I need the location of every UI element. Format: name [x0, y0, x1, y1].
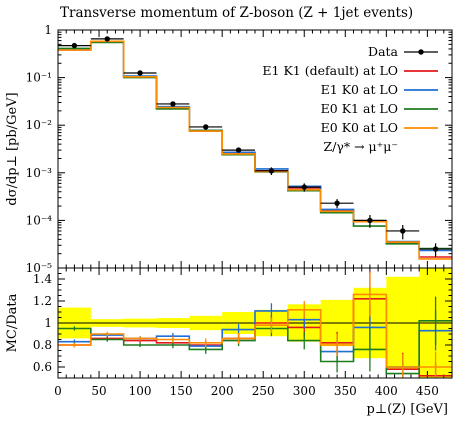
ratio-y-tick-label: 1.2: [33, 294, 52, 308]
legend-label: E1 K1 (default) at LO: [262, 63, 398, 78]
x-tick-label: 400: [375, 384, 398, 398]
legend-label: E0 K1 at LO: [321, 101, 398, 116]
y-tick-label: 10⁻¹: [26, 71, 52, 85]
data-point: [268, 168, 275, 174]
x-tick-label: 50: [91, 384, 106, 398]
ratio-y-tick-label: 0.6: [33, 360, 52, 374]
legend-label: E0 K0 at LO: [321, 120, 398, 135]
legend-process-label: Z/γ* → μ⁺μ⁻: [324, 139, 398, 154]
ratio-y-tick-label: 1: [44, 316, 52, 330]
ratio-series-line: [58, 293, 452, 368]
data-point: [137, 70, 143, 76]
ratio-series: [58, 271, 452, 378]
x-tick-labels: 0 50 100 150 200 250 300 350 400 450: [54, 384, 439, 398]
y-tick-label: 10⁻³: [26, 166, 53, 180]
ratio-y-tick-labels: 0.6 0.8 1 1.2 1.4: [33, 272, 52, 374]
x-axis-title: p⊥(Z) [GeV]: [367, 402, 448, 417]
data-point: [400, 228, 406, 234]
x-tick-label: 100: [129, 384, 152, 398]
data-points: [58, 36, 452, 258]
series-line: [58, 40, 452, 260]
x-tick-label: 200: [211, 384, 234, 398]
y-tick-label: 10⁻²: [26, 118, 53, 132]
main-y-tick-labels: 10⁻⁵ 10⁻⁴ 10⁻³ 10⁻² 10⁻¹ 1: [26, 23, 53, 275]
ratio-y-tick-label: 1.4: [33, 272, 52, 286]
data-point: [367, 217, 373, 224]
legend-label: E1 K0 at LO: [321, 82, 398, 97]
data-point: [71, 42, 78, 49]
x-tick-label: 300: [293, 384, 316, 398]
data-point: [104, 36, 110, 42]
x-tick-label: 350: [334, 384, 357, 398]
x-tick-label: 450: [416, 384, 439, 398]
main-y-axis-title: dσ/dp⊥ [pb/GeV]: [5, 92, 20, 205]
data-point: [235, 147, 242, 153]
data-point: [301, 184, 307, 190]
y-tick-label: 1: [44, 23, 52, 37]
ratio-frame: [57, 267, 453, 379]
main-series: [58, 40, 452, 260]
data-point: [432, 246, 439, 252]
x-tick-label: 150: [170, 384, 193, 398]
main-ticks: [57, 29, 452, 269]
y-tick-label: 10⁻⁵: [26, 261, 53, 275]
data-point: [203, 124, 209, 130]
legend-data-marker: [418, 49, 424, 55]
legend-label: Data: [368, 44, 398, 59]
x-tick-label: 0: [54, 384, 62, 398]
x-tick-label: 250: [252, 384, 275, 398]
chart-title: Transverse momentum of Z-boson (Z + 1jet…: [60, 5, 413, 21]
ratio-y-tick-label: 0.8: [33, 338, 52, 352]
data-point: [334, 200, 340, 206]
data-point: [170, 101, 176, 107]
y-tick-label: 10⁻⁴: [26, 213, 53, 227]
ratio-y-axis-title: MC/Data: [5, 293, 20, 352]
legend: Data E1 K1 (default) at LO E1 K0 at LO E0 K…: [262, 44, 438, 154]
